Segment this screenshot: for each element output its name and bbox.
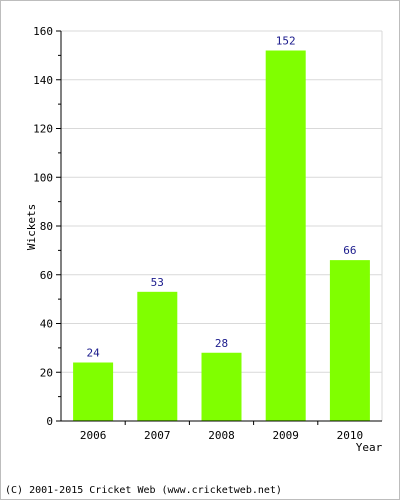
x-tick-label: 2006 (80, 429, 107, 442)
bar (265, 50, 306, 421)
data-label: 152 (276, 35, 296, 48)
y-tick-label: 20 (40, 366, 53, 379)
grid-lines (61, 30, 383, 421)
bars (73, 50, 370, 421)
y-tick-label: 0 (46, 415, 53, 428)
x-axis-title: Year (356, 441, 383, 454)
y-tick-label: 140 (33, 74, 53, 87)
axes (56, 30, 382, 425)
y-tick-label: 120 (33, 123, 53, 136)
y-tick-label: 60 (40, 269, 53, 282)
y-tick-label: 40 (40, 318, 53, 331)
x-tick-label: 2007 (144, 429, 171, 442)
y-tick-label: 80 (40, 220, 53, 233)
bar (201, 352, 242, 421)
data-label: 28 (215, 337, 228, 350)
y-axis-title: Wickets (25, 204, 38, 250)
copyright-footer: (C) 2001-2015 Cricket Web (www.cricketwe… (5, 485, 282, 496)
y-tick-label: 160 (33, 25, 53, 38)
x-tick-label: 2010 (337, 429, 364, 442)
data-label: 66 (343, 244, 356, 257)
labels: 0 20 40 60 80 100 120 140 160 24 2006 53 2007 28 2008 1… (33, 25, 363, 442)
data-label: 53 (151, 276, 164, 289)
bar (137, 291, 178, 421)
data-label: 24 (86, 347, 100, 360)
y-tick-label: 100 (33, 171, 53, 184)
x-tick-label: 2008 (208, 429, 235, 442)
x-tick-label: 2009 (272, 429, 299, 442)
bar (329, 260, 370, 421)
bar (73, 362, 114, 421)
